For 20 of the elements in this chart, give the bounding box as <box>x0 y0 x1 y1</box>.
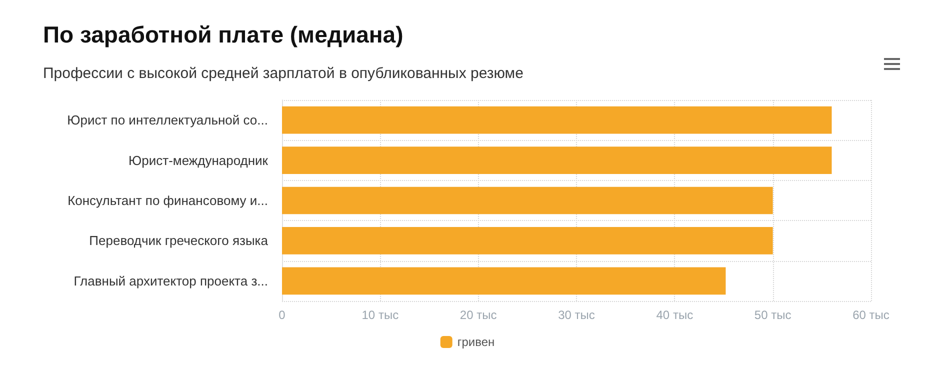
x-tick-label: 10 тыс <box>362 308 399 322</box>
x-tick-label: 40 тыс <box>656 308 694 322</box>
bar <box>282 106 832 134</box>
legend-label: гривен <box>457 335 495 349</box>
x-tick-label: 30 тыс <box>558 308 595 322</box>
x-tick-label: 60 тыс <box>852 308 890 322</box>
y-tick-label: Переводчик греческого языка <box>89 233 269 248</box>
x-tick-label: 0 <box>278 308 286 322</box>
y-tick-label: Юрист по интеллектуальной со... <box>67 112 268 128</box>
bar <box>282 146 832 174</box>
bar <box>282 186 773 214</box>
x-tick-label: 20 тыс <box>460 308 497 322</box>
chart-subtitle: Профессии с высокой средней зарплатой в опубликованных резюме <box>43 65 524 82</box>
y-tick-label: Главный архитектор проекта з... <box>74 273 268 288</box>
x-tick-label: 50 тыс <box>754 308 792 322</box>
bar <box>282 227 773 254</box>
chart-title: По заработной плате (медиана) <box>43 22 404 48</box>
bar <box>282 267 726 295</box>
y-tick-label: Консультант по финансовому и... <box>68 193 268 208</box>
y-tick-label: Юрист-международник <box>128 152 268 168</box>
